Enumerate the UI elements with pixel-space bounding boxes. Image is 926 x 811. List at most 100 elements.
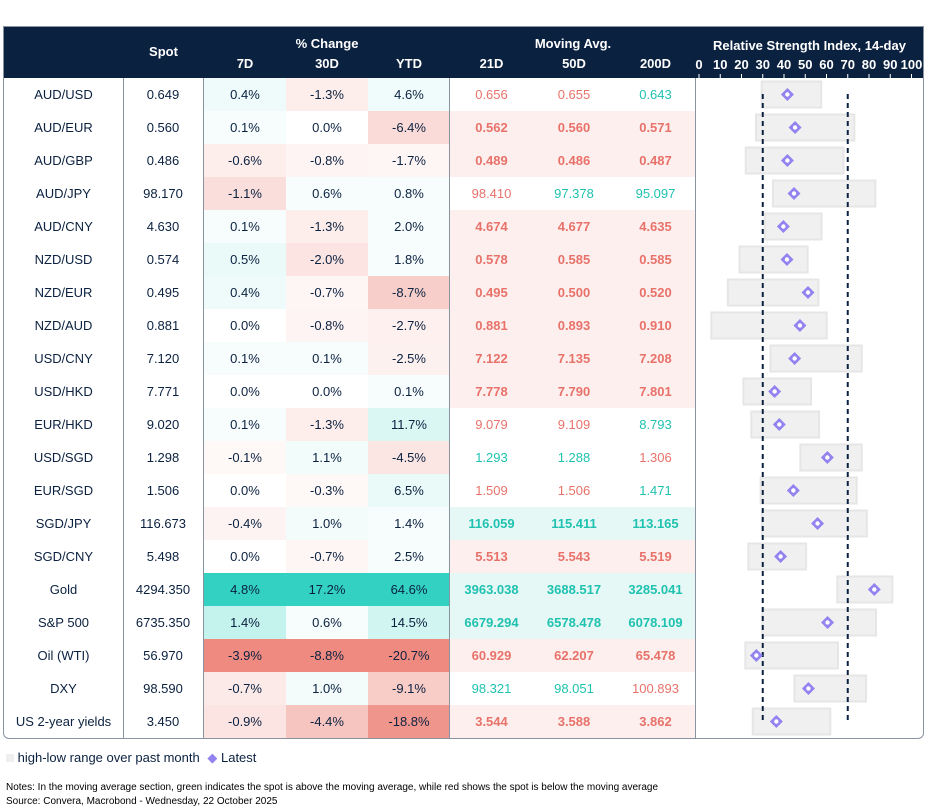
pair-label: AUD/JPY	[36, 186, 91, 201]
moving-avg-cell: 7.122	[450, 342, 533, 375]
moving-avg-cell: 0.487	[615, 144, 696, 177]
pct-change-cell: 14.5%	[368, 606, 450, 639]
rsi-marker-dot	[778, 554, 783, 559]
rsi-marker-dot	[872, 587, 877, 592]
header-moving-avg: Moving Avg.	[534, 36, 612, 51]
pair-label: NZD/AUD	[34, 318, 93, 333]
table-row: AUD/CNY 4.630 0.1% -1.3% 2.0% 4.674 4.677 4.635	[4, 210, 923, 243]
pair-label: US 2-year yields	[15, 714, 112, 729]
rsi-marker-dot	[781, 224, 786, 229]
divider	[695, 78, 696, 738]
moving-avg-cell: 0.910	[615, 309, 696, 342]
pair-label: SGD/JPY	[35, 516, 92, 531]
pair-label: NZD/USD	[34, 252, 93, 267]
spot-value: 1.298	[146, 450, 180, 465]
rsi-marker-dot	[806, 686, 811, 691]
table-row: NZD/AUD 0.881 0.0% -0.8% -2.7% 0.881 0.893 0.91…	[4, 309, 923, 342]
moving-avg-cell: 0.656	[450, 78, 533, 111]
pct-change-cell: -2.7%	[368, 309, 450, 342]
moving-avg-cell: 7.778	[450, 375, 533, 408]
rsi-tick-label: 90	[883, 57, 898, 72]
pct-change-cell: -9.1%	[368, 672, 450, 705]
pct-change-cell: -1.7%	[368, 144, 450, 177]
pct-change-cell: -0.9%	[204, 705, 286, 738]
spot-value: 0.574	[146, 252, 180, 267]
table-row: AUD/GBP 0.486 -0.6% -0.8% -1.7% 0.489 0.486 0.4…	[4, 144, 923, 177]
moving-avg-cell: 0.500	[533, 276, 615, 309]
header-ytd: YTD	[396, 56, 422, 71]
pct-change-cell: 64.6%	[368, 573, 450, 606]
pct-change-cell: 1.4%	[204, 606, 286, 639]
pct-change-cell: 1.8%	[368, 243, 450, 276]
moving-avg-cell: 5.519	[615, 540, 696, 573]
pct-change-cell: -4.4%	[286, 705, 368, 738]
spot-value: 116.673	[139, 516, 187, 531]
spot-value: 5.498	[146, 549, 180, 564]
moving-avg-cell: 6078.109	[615, 606, 696, 639]
source-text: Source: Convera, Macrobond - Wednesday, …	[6, 796, 278, 807]
pair-label: SGD/CNY	[33, 549, 94, 564]
moving-avg-cell: 7.790	[533, 375, 615, 408]
rsi-marker-dot	[805, 290, 811, 295]
rsi-marker-dot	[791, 191, 797, 196]
table-row: EUR/SGD 1.506 0.0% -0.3% 6.5% 1.509 1.506 1.471	[4, 474, 923, 507]
moving-avg-cell: 1.288	[533, 441, 615, 474]
moving-avg-cell: 116.059	[450, 507, 533, 540]
pair-label: Oil (WTI)	[37, 648, 90, 663]
pct-change-cell: 0.8%	[368, 177, 450, 210]
pct-change-cell: 2.0%	[368, 210, 450, 243]
rsi-marker-dot	[792, 125, 798, 130]
moving-avg-cell: 95.097	[615, 177, 696, 210]
pct-change-cell: 0.6%	[286, 606, 368, 639]
moving-avg-cell: 5.513	[450, 540, 533, 573]
rsi-range-bar	[744, 146, 845, 175]
moving-avg-cell: 4.674	[450, 210, 533, 243]
rsi-range-bar	[759, 476, 858, 505]
pct-change-cell: -2.0%	[286, 243, 368, 276]
divider	[123, 78, 124, 738]
table-row: NZD/USD 0.574 0.5% -2.0% 1.8% 0.578 0.585 0.585	[4, 243, 923, 276]
header-30d: 30D	[315, 56, 339, 71]
pct-change-cell: -2.5%	[368, 342, 450, 375]
rsi-tick-label: 0	[695, 57, 703, 72]
moving-avg-cell: 113.165	[615, 507, 696, 540]
rsi-range-bar	[763, 212, 823, 241]
rsi-tick-label: 50	[798, 57, 813, 72]
pct-change-cell: -8.7%	[368, 276, 450, 309]
moving-avg-cell: 4.635	[615, 210, 696, 243]
rsi-tick-label: 60	[819, 57, 834, 72]
notes-text: Notes: In the moving average section, gr…	[6, 782, 659, 793]
pct-change-cell: 2.5%	[368, 540, 450, 573]
pct-change-cell: 0.1%	[204, 111, 286, 144]
moving-avg-cell: 0.495	[450, 276, 533, 309]
spot-value: 0.649	[146, 87, 180, 102]
moving-avg-cell: 3688.517	[533, 573, 615, 606]
pct-change-cell: 0.1%	[204, 342, 286, 375]
table-row: DXY 98.590 -0.7% 1.0% -9.1% 98.321 98.051 100.8…	[4, 672, 923, 705]
pair-label: Gold	[49, 582, 78, 597]
pair-label: AUD/GBP	[34, 153, 93, 168]
rsi-chart	[698, 74, 912, 736]
spot-value: 4294.350	[135, 582, 191, 597]
pct-change-cell: 1.0%	[286, 507, 368, 540]
moving-avg-cell: 0.571	[615, 111, 696, 144]
pct-change-cell: -6.4%	[368, 111, 450, 144]
pct-change-cell: 11.7%	[368, 408, 450, 441]
moving-avg-cell: 7.135	[533, 342, 615, 375]
rsi-tick-label: 80	[861, 57, 877, 72]
spot-value: 1.506	[146, 483, 180, 498]
rsi-range-bar	[760, 80, 823, 109]
fx-table: Spot % Change 7D 30D YTD Moving Avg. 21D…	[3, 26, 924, 739]
rsi-range-bar	[751, 707, 832, 736]
moving-avg-cell: 115.411	[533, 507, 615, 540]
moving-avg-cell: 1.506	[533, 474, 615, 507]
spot-value: 98.590	[143, 681, 183, 696]
table-row: AUD/JPY 98.170 -1.1% 0.6% 0.8% 98.410 97.378 95…	[4, 177, 923, 210]
pct-change-cell: 0.0%	[286, 375, 368, 408]
header-7d: 7D	[236, 56, 254, 71]
moving-avg-cell: 7.801	[615, 375, 696, 408]
spot-value: 7.771	[146, 384, 180, 399]
moving-avg-cell: 1.306	[615, 441, 696, 474]
moving-avg-cell: 0.893	[533, 309, 615, 342]
moving-avg-cell: 7.208	[615, 342, 696, 375]
